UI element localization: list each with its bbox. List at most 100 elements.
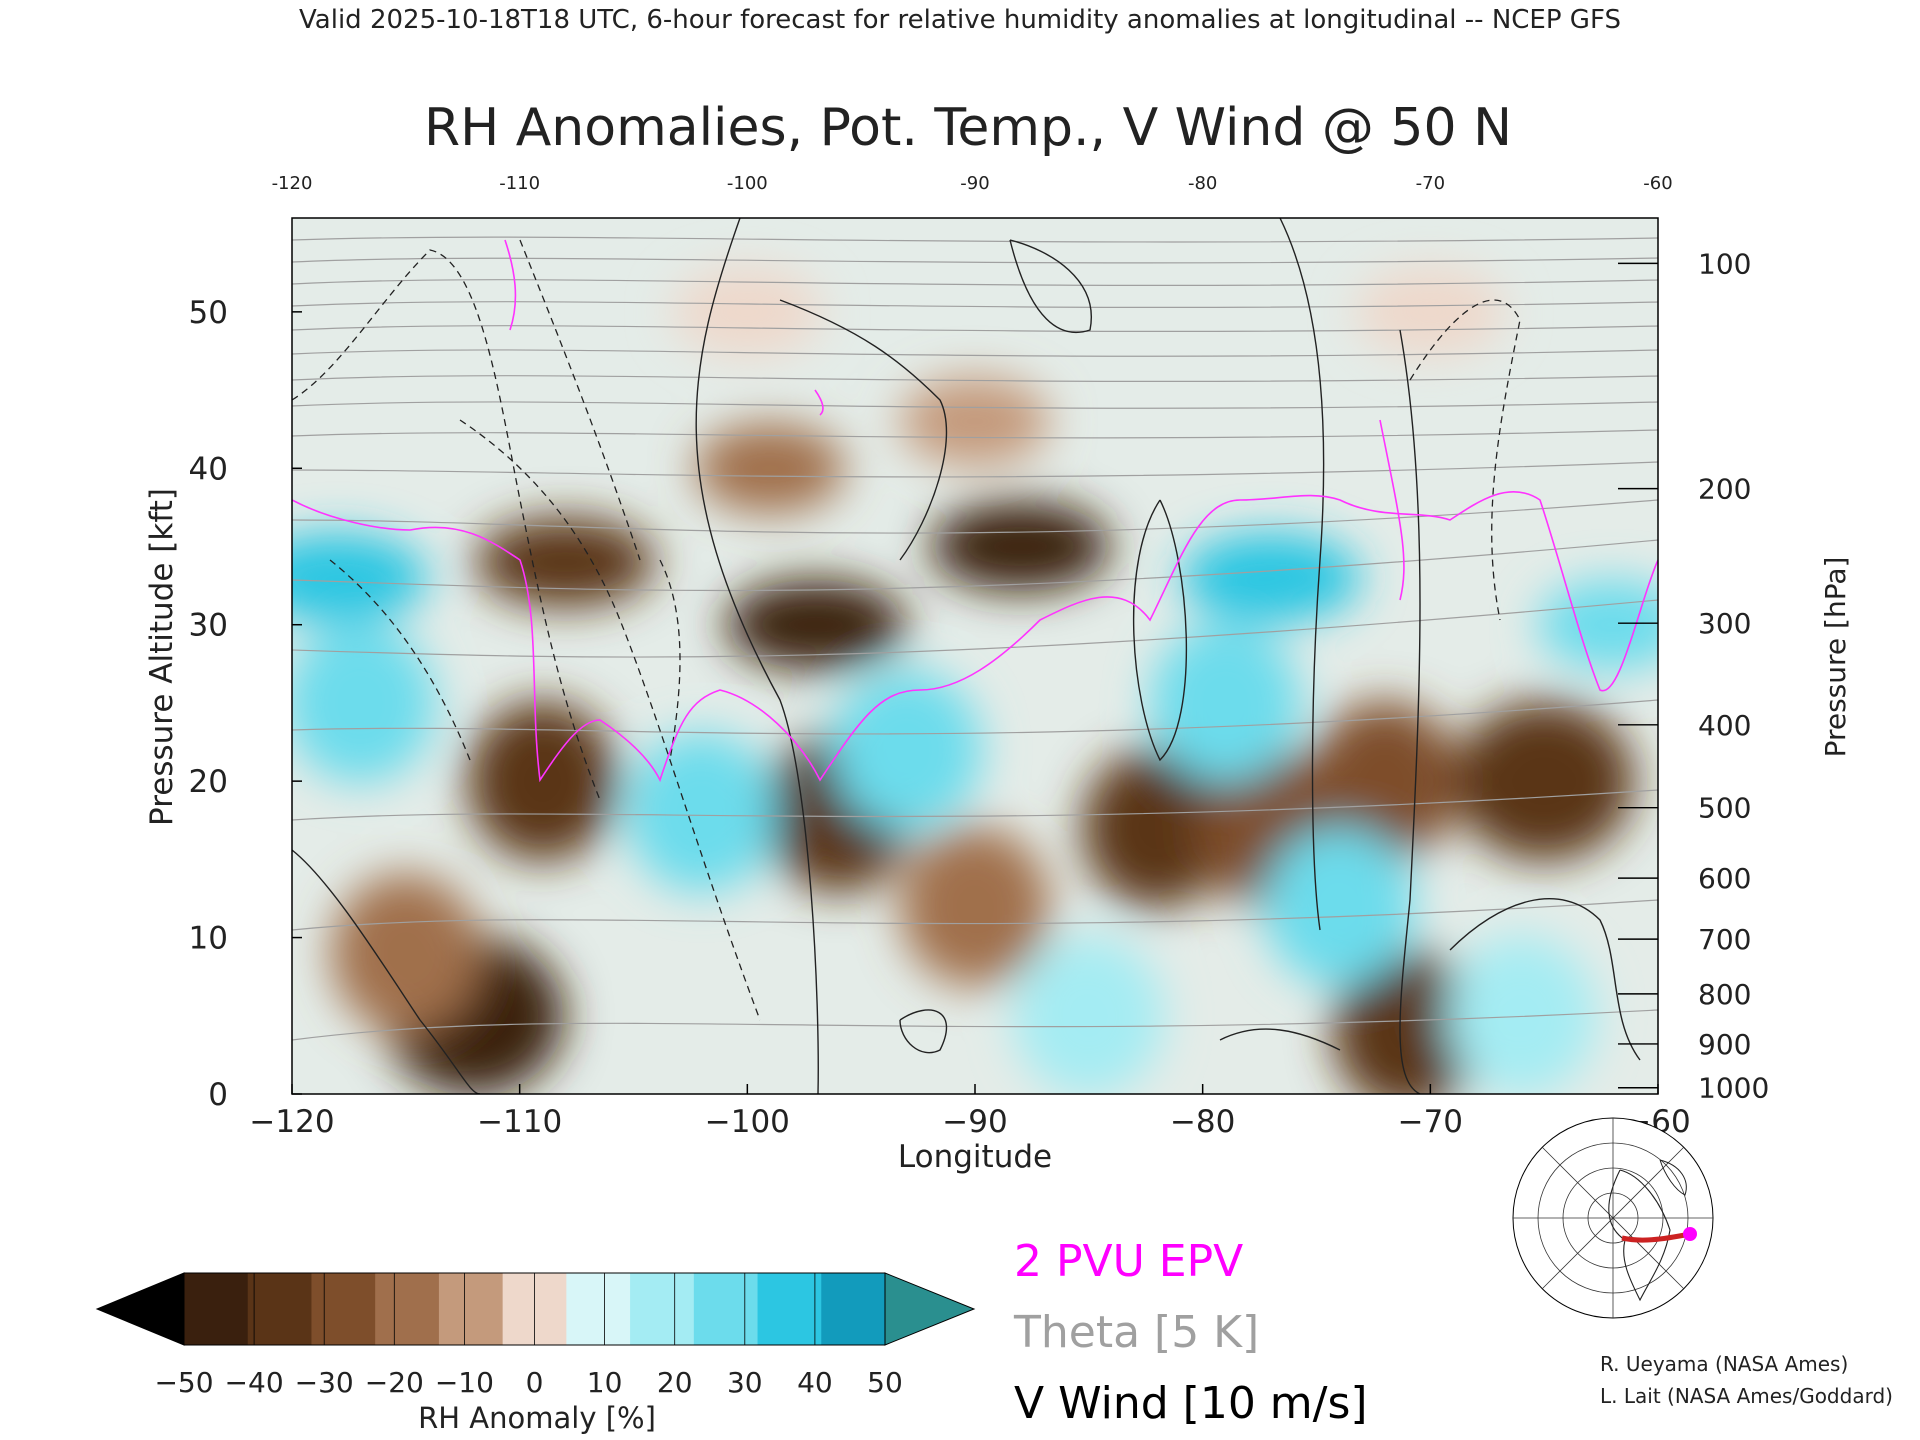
colorbar-tick-label: 40 — [797, 1366, 833, 1399]
pressure-tick-label: 100 — [1698, 247, 1751, 280]
rh-region-17 — [626, 732, 777, 893]
colorbar-over-arrow — [884, 1272, 976, 1346]
colorbar-swatch — [757, 1273, 822, 1345]
pressure-tick-label: 800 — [1698, 978, 1751, 1011]
colorbar: −50 −40 −30 −20 −10 0 10 20 30 40 50 RH Anomaly [%… — [95, 1272, 976, 1435]
rh-region-6 — [467, 701, 618, 862]
colorbar-swatches — [95, 1272, 976, 1346]
colorbar-tick-label: 0 — [526, 1366, 544, 1399]
rh-region-20 — [1150, 622, 1301, 783]
x-top-tick-label: -70 — [1416, 173, 1445, 194]
x-axis-label: Longitude — [898, 1139, 1052, 1175]
y-axis-ticks: 0 10 20 30 40 50 — [189, 295, 302, 1113]
x-top-axis-ticks: -120 -110 -100 -90 -80 -70 -60 — [272, 173, 1673, 194]
colorbar-tick-label: 50 — [867, 1366, 903, 1399]
credit-line-2: L. Lait (NASA Ames/Goddard) — [1600, 1384, 1893, 1408]
x-top-tick-label: -80 — [1188, 173, 1217, 194]
colorbar-swatch — [566, 1273, 631, 1345]
rh-region-2 — [930, 501, 1111, 592]
rh-region-10 — [1309, 701, 1460, 862]
rh-region-13 — [330, 873, 481, 1034]
rh-anomaly-heatmap — [292, 266, 1658, 1094]
colorbar-tick-label: 30 — [727, 1366, 763, 1399]
legend-vwind: V Wind [10 m/s] — [1014, 1378, 1368, 1429]
rh-region-3 — [695, 423, 846, 514]
x-tick-label: −90 — [942, 1104, 1007, 1140]
vwind-negative-contours — [292, 239, 1521, 1021]
y-axis-label: Pressure Altitude [kft] — [144, 488, 180, 826]
rh-region-24 — [1446, 935, 1597, 1094]
pressure-axis-ticks: 100 200 300 400 500 600 700 800 900 1000 — [1698, 247, 1769, 1104]
rh-region-0 — [475, 517, 656, 608]
x-top-tick-label: -90 — [960, 173, 989, 194]
pressure-tick-label: 900 — [1698, 1028, 1751, 1061]
x-tick-label: −110 — [477, 1104, 562, 1140]
y-tick-label: 30 — [189, 608, 228, 644]
legend: 2 PVU EPV Theta [5 K] V Wind [10 m/s] — [1013, 1236, 1368, 1429]
pressure-tick-label: 400 — [1698, 709, 1751, 742]
plot-area — [291, 217, 1659, 1095]
legend-theta: Theta [5 K] — [1013, 1307, 1259, 1358]
rh-region-8 — [1082, 748, 1233, 909]
colorbar-swatch — [693, 1273, 759, 1345]
x-axis-ticks: −120 −110 −100 −90 −80 −70 −60 — [249, 1084, 1691, 1140]
colorbar-swatch — [375, 1273, 440, 1345]
colorbar-swatch — [311, 1273, 376, 1345]
colorbar-swatch — [438, 1273, 504, 1345]
pressure-tick-label: 600 — [1698, 862, 1751, 895]
colorbar-tick-label: −20 — [365, 1366, 424, 1399]
rh-region-26 — [1355, 266, 1506, 357]
y-tick-label: 50 — [189, 295, 228, 331]
chart-title: RH Anomalies, Pot. Temp., V Wind @ 50 N — [424, 98, 1512, 158]
rh-region-16 — [292, 532, 428, 623]
rh-region-25 — [672, 266, 823, 357]
contour-overlays — [292, 218, 1658, 1094]
pressure-tick-label: 200 — [1698, 473, 1751, 506]
locator-section-line — [1621, 1231, 1691, 1243]
colorbar-ticks: −50 −40 −30 −20 −10 0 10 20 30 40 50 — [154, 1273, 903, 1399]
y-tick-label: 0 — [208, 1077, 228, 1113]
epv-2pvu-contour — [292, 239, 1658, 783]
x-top-tick-label: -110 — [499, 173, 540, 194]
colorbar-label: RH Anomaly [%] — [418, 1401, 656, 1435]
y-tick-label: 20 — [189, 764, 228, 800]
y-tick-label: 10 — [189, 921, 228, 957]
rh-region-22 — [1537, 579, 1658, 670]
rh-region-4 — [900, 376, 1050, 467]
x-tick-label: −100 — [705, 1104, 790, 1140]
vwind-contours — [292, 218, 1641, 1094]
colorbar-tick-label: −40 — [225, 1366, 284, 1399]
colorbar-under-arrow — [95, 1272, 185, 1346]
y-tick-label: 40 — [189, 451, 228, 487]
rh-region-23 — [1013, 935, 1164, 1094]
colorbar-tick-label: 10 — [587, 1366, 623, 1399]
pressure-tick-label: 500 — [1698, 792, 1751, 825]
colorbar-tick-label: −50 — [154, 1366, 213, 1399]
colorbar-swatch — [184, 1273, 249, 1345]
rh-region-1 — [725, 579, 906, 670]
colorbar-tick-label: −30 — [295, 1366, 354, 1399]
colorbar-swatch — [630, 1273, 695, 1345]
x-tick-label: −120 — [249, 1104, 334, 1140]
rh-region-19 — [1180, 532, 1361, 623]
pressure-tick-label: 700 — [1698, 923, 1751, 956]
pressure-tick-label: 300 — [1698, 607, 1751, 640]
x-top-tick-label: -60 — [1643, 173, 1672, 194]
rh-region-18 — [831, 669, 982, 830]
rh-region-9 — [1454, 701, 1635, 862]
right-pressure-ticks — [1618, 262, 1658, 1089]
colorbar-tick-label: 20 — [657, 1366, 693, 1399]
y-right-axis-label: Pressure [hPa] — [1819, 557, 1852, 758]
rh-region-21 — [1264, 826, 1415, 987]
x-top-tick-label: -100 — [727, 173, 768, 194]
header-text: Valid 2025-10-18T18 UTC, 6-hour forecast… — [299, 5, 1621, 35]
credit-line-1: R. Ueyama (NASA Ames) — [1600, 1352, 1848, 1376]
x-tick-label: −70 — [1398, 1104, 1463, 1140]
x-tick-label: −80 — [1170, 1104, 1235, 1140]
theta-contours — [292, 236, 1658, 1041]
x-top-tick-label: -120 — [272, 173, 313, 194]
rh-region-12 — [900, 826, 1050, 987]
locator-map — [1512, 1117, 1714, 1319]
rh-region-14 — [1332, 951, 1483, 1094]
